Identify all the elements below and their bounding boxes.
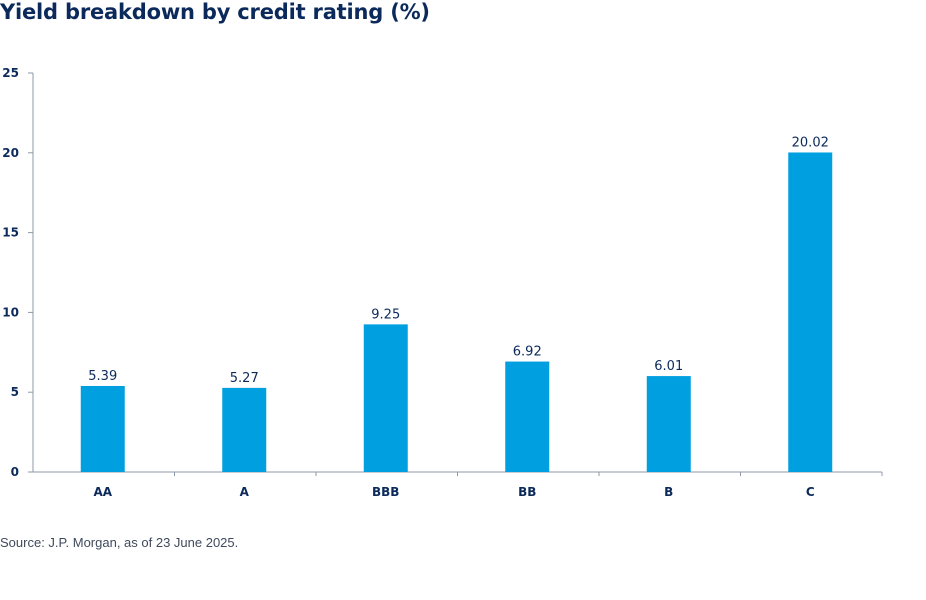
x-axis: AA A BBB BB B C bbox=[33, 471, 883, 499]
bar bbox=[222, 387, 267, 472]
x-tick-label: A bbox=[240, 485, 250, 499]
data-label: 6.01 bbox=[654, 359, 683, 374]
data-label: 5.27 bbox=[230, 371, 259, 386]
x-tick-label: BBB bbox=[372, 485, 399, 499]
y-tick-label: 5 bbox=[11, 385, 19, 399]
bar bbox=[505, 361, 550, 472]
data-label: 6.92 bbox=[513, 345, 542, 360]
bar bbox=[646, 376, 691, 472]
y-tick-label: 20 bbox=[2, 146, 19, 160]
chart-title: Yield breakdown by credit rating (%) bbox=[0, 0, 430, 24]
data-label: 9.25 bbox=[371, 307, 400, 322]
x-tick-label: B bbox=[664, 485, 673, 499]
bars bbox=[80, 152, 833, 472]
data-label: 20.02 bbox=[792, 135, 829, 150]
y-tick-label: 25 bbox=[2, 66, 19, 80]
data-label: 5.39 bbox=[88, 369, 117, 384]
y-tick-label: 0 bbox=[11, 465, 19, 479]
y-tick-label: 15 bbox=[2, 226, 19, 240]
source-note: Source: J.P. Morgan, as of 23 June 2025. bbox=[0, 535, 239, 550]
bar bbox=[80, 385, 125, 472]
x-tick-label: AA bbox=[93, 485, 112, 499]
y-tick-label: 10 bbox=[2, 305, 19, 319]
bar bbox=[363, 324, 408, 472]
x-tick-label: BB bbox=[518, 485, 536, 499]
value-labels: 5.39 5.27 9.25 6.92 6.01 20.02 bbox=[88, 135, 829, 385]
x-tick-label: C bbox=[806, 485, 815, 499]
y-axis: 0 5 10 15 20 25 bbox=[2, 66, 34, 479]
bar bbox=[788, 152, 833, 472]
